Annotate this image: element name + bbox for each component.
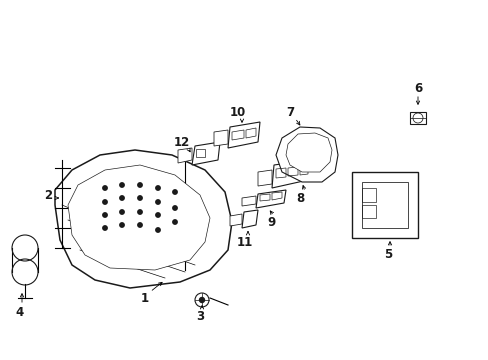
Polygon shape [68,165,209,270]
Polygon shape [178,148,192,163]
Circle shape [156,186,160,190]
Circle shape [199,297,204,302]
Text: 11: 11 [236,235,253,248]
Polygon shape [242,196,256,206]
Text: 1: 1 [141,292,149,305]
Polygon shape [256,190,285,208]
Bar [409,112,425,124]
Polygon shape [192,142,220,165]
Circle shape [120,183,124,187]
Circle shape [138,223,142,227]
Text: 8: 8 [295,192,304,204]
Text: 12: 12 [174,135,190,149]
Bar [361,188,375,202]
Text: 10: 10 [229,105,245,118]
Circle shape [172,220,177,224]
Text: 9: 9 [267,216,276,229]
Circle shape [172,190,177,194]
Polygon shape [275,127,337,182]
Circle shape [138,210,142,214]
Circle shape [102,200,107,204]
Circle shape [102,226,107,230]
Polygon shape [214,130,227,146]
Polygon shape [227,122,260,148]
Circle shape [120,196,124,200]
Circle shape [138,196,142,200]
Polygon shape [242,210,258,228]
Circle shape [102,186,107,190]
Text: 7: 7 [285,105,293,118]
Bar [361,205,375,218]
Circle shape [120,223,124,227]
Bar [351,172,417,238]
Bar [361,182,407,228]
Circle shape [172,206,177,210]
Polygon shape [258,170,271,186]
Circle shape [102,213,107,217]
Circle shape [138,183,142,187]
Circle shape [156,213,160,217]
Text: 6: 6 [413,81,421,94]
Polygon shape [285,133,331,172]
Circle shape [156,200,160,204]
Text: 2: 2 [44,189,52,202]
Text: 5: 5 [383,248,391,261]
Text: 4: 4 [16,306,24,319]
Text: 3: 3 [196,310,203,323]
Polygon shape [55,150,231,288]
Polygon shape [229,214,242,226]
Polygon shape [271,160,309,188]
Circle shape [156,228,160,232]
Circle shape [120,210,124,214]
